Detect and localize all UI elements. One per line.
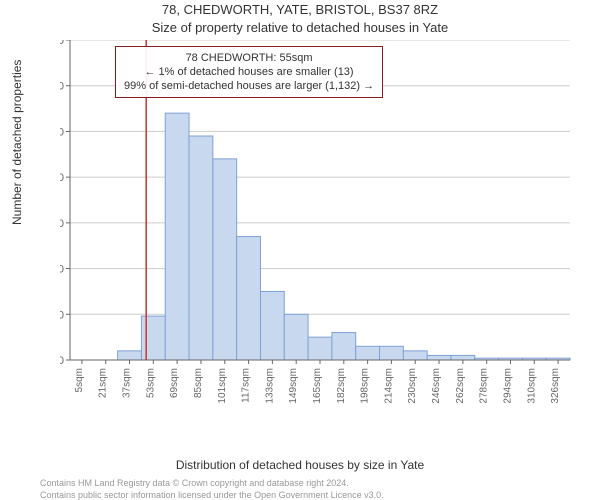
histogram-bar	[189, 136, 213, 360]
histogram-bar	[237, 237, 261, 360]
svg-text:69sqm: 69sqm	[169, 368, 180, 398]
svg-text:85sqm: 85sqm	[193, 368, 204, 398]
svg-text:246sqm: 246sqm	[431, 368, 442, 404]
svg-text:310sqm: 310sqm	[526, 368, 537, 404]
svg-text:300: 300	[60, 81, 64, 93]
histogram-bar	[356, 346, 380, 360]
svg-text:100: 100	[60, 264, 64, 276]
svg-text:262sqm: 262sqm	[455, 368, 466, 404]
svg-text:5sqm: 5sqm	[74, 368, 85, 392]
svg-text:294sqm: 294sqm	[502, 368, 513, 404]
chart-title: 78, CHEDWORTH, YATE, BRISTOL, BS37 8RZ	[0, 2, 600, 17]
svg-text:149sqm: 149sqm	[288, 368, 299, 404]
svg-text:133sqm: 133sqm	[264, 368, 275, 404]
histogram-bar	[118, 351, 142, 360]
credits-line-2: Contains public sector information licen…	[40, 490, 384, 500]
svg-text:50: 50	[60, 309, 64, 321]
page-root: 78, CHEDWORTH, YATE, BRISTOL, BS37 8RZ S…	[0, 0, 600, 500]
svg-text:182sqm: 182sqm	[336, 368, 347, 404]
svg-text:37sqm: 37sqm	[122, 368, 133, 398]
svg-text:214sqm: 214sqm	[383, 368, 394, 404]
histogram-bar	[427, 355, 451, 360]
svg-text:278sqm: 278sqm	[479, 368, 490, 404]
histogram-bar	[451, 355, 475, 360]
histogram-bar	[213, 159, 237, 360]
histogram-bar	[165, 113, 189, 360]
svg-text:326sqm: 326sqm	[550, 368, 561, 404]
credits-line-1: Contains HM Land Registry data © Crown c…	[40, 478, 349, 488]
svg-text:150: 150	[60, 218, 64, 230]
info-box-line3: 99% of semi-detached houses are larger (…	[124, 79, 374, 93]
info-box-line1: 78 CHEDWORTH: 55sqm	[124, 51, 374, 65]
svg-text:117sqm: 117sqm	[241, 368, 252, 403]
histogram-bar	[141, 316, 165, 360]
svg-text:230sqm: 230sqm	[407, 368, 418, 404]
histogram-bar	[403, 351, 427, 360]
histogram-bar	[332, 333, 356, 360]
info-box-line2: ← 1% of detached houses are smaller (13)	[124, 65, 374, 79]
svg-text:200: 200	[60, 172, 64, 184]
y-axis-label: Number of detached properties	[10, 60, 24, 225]
svg-text:101sqm: 101sqm	[217, 368, 228, 404]
histogram-bar	[260, 291, 284, 360]
svg-text:250: 250	[60, 126, 64, 138]
svg-text:53sqm: 53sqm	[145, 368, 156, 398]
svg-text:198sqm: 198sqm	[360, 368, 371, 404]
plot-area: 0 50 100 150 200 250 300 350 5sqm 21sqm 37sqm 53sqm…	[60, 40, 580, 410]
histogram-bar	[284, 314, 308, 360]
chart-subtitle: Size of property relative to detached ho…	[0, 20, 600, 35]
x-axis-label: Distribution of detached houses by size …	[0, 458, 600, 472]
svg-text:350: 350	[60, 40, 64, 47]
svg-text:165sqm: 165sqm	[312, 368, 323, 404]
info-box: 78 CHEDWORTH: 55sqm ← 1% of detached hou…	[115, 46, 383, 98]
svg-text:0: 0	[60, 355, 64, 367]
histogram-bar	[380, 346, 404, 360]
histogram-bar	[308, 337, 332, 360]
svg-text:21sqm: 21sqm	[98, 368, 109, 398]
